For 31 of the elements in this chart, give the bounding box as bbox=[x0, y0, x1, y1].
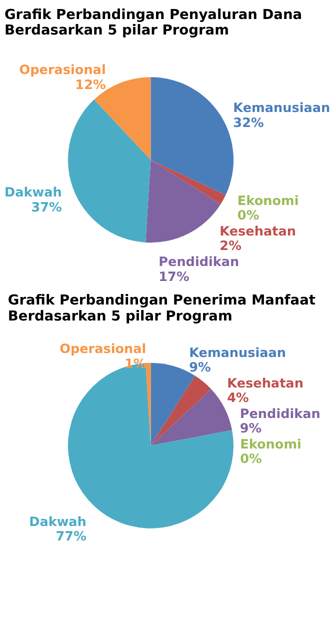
category-label: Ekonomi bbox=[237, 194, 299, 209]
slice-label: Kesehatan bbox=[220, 224, 296, 240]
text: 0% bbox=[240, 452, 262, 468]
pie-slice bbox=[150, 160, 226, 204]
data-label: 17% bbox=[158, 270, 190, 285]
category-label: Ekonomi bbox=[240, 437, 302, 452]
pie-slice bbox=[68, 100, 151, 242]
chart-title: Grafik Perbandingan Penerima Manfaat Berdasarkan 5 pilar Program bbox=[8, 292, 316, 324]
slice-label: Operasional bbox=[19, 63, 106, 78]
slice-label: Kemanusiaan bbox=[189, 346, 286, 361]
data-label: 12% bbox=[75, 78, 106, 93]
slice-label: Pendidikan bbox=[158, 255, 240, 270]
pie-slice bbox=[150, 77, 234, 196]
pie-slice bbox=[150, 376, 212, 446]
data-label: 77% bbox=[56, 530, 87, 545]
slice-label: Dakwah bbox=[29, 514, 86, 530]
pie-slice bbox=[146, 362, 151, 446]
data-label: 9% bbox=[189, 360, 211, 376]
slice-label: Dakwah bbox=[4, 186, 62, 201]
text: 0% bbox=[237, 208, 260, 224]
slice-label: Pendidikan bbox=[240, 406, 320, 422]
data-label: 2% bbox=[220, 239, 242, 254]
slice-label: Operasional bbox=[60, 342, 146, 358]
data-label: 32% bbox=[233, 116, 264, 131]
chart-title: Grafik Perbandingan Penyaluran Dana Berdasarkan 5 pilar Program bbox=[4, 6, 302, 39]
slice-label: Kemanusiaan bbox=[233, 101, 330, 116]
pie-slice bbox=[146, 160, 221, 243]
slice-label: Kesehatan bbox=[227, 376, 304, 392]
data-label: 37% bbox=[31, 200, 62, 216]
data-label: 4% bbox=[227, 391, 250, 406]
data-label: 9% bbox=[240, 422, 262, 437]
